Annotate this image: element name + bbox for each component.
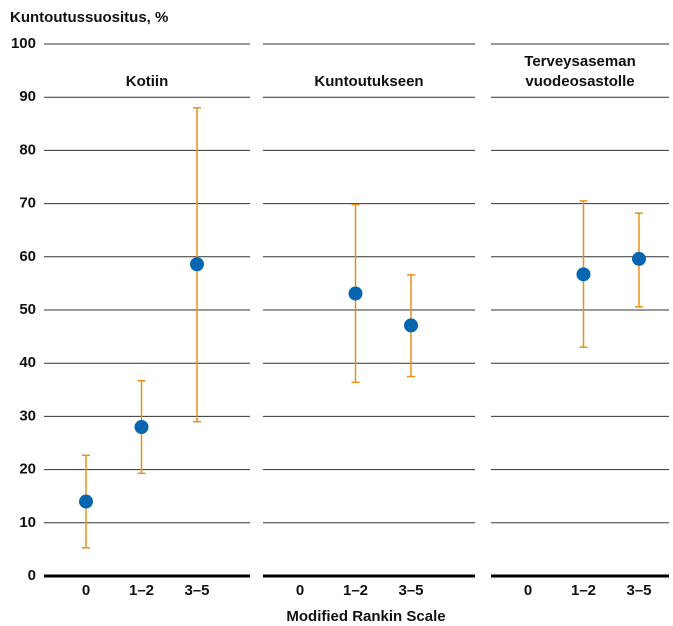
y-tick-label: 90: [19, 88, 36, 105]
x-tick-label: 0: [524, 582, 532, 599]
x-tick-label: 0: [296, 582, 304, 599]
dot: [79, 494, 93, 509]
x-tick-label: 1–2: [343, 582, 368, 599]
y-tick-label: 70: [19, 195, 36, 212]
panel-title: vuodeosastolle: [525, 73, 634, 90]
y-tick-label: 30: [19, 407, 36, 424]
y-tick-label: 100: [11, 35, 36, 52]
y-tick-label: 40: [19, 354, 36, 371]
y-tick-label: 50: [19, 301, 36, 318]
x-axis-label: Modified Rankin Scale: [286, 608, 445, 625]
dot: [632, 251, 646, 266]
y-tick-label: 0: [28, 567, 36, 584]
dot: [190, 257, 204, 272]
y-tick-label: 60: [19, 248, 36, 265]
x-tick-label: 1–2: [129, 582, 154, 599]
panel-title: Kuntoutukseen: [314, 73, 423, 90]
y-axis-label: Kuntoutussuositus, %: [10, 9, 168, 26]
y-tick-label: 80: [19, 141, 36, 158]
y-tick-label: 10: [19, 514, 36, 531]
dot: [348, 286, 363, 301]
x-tick-label: 1–2: [571, 582, 596, 599]
x-tick-label: 3–5: [626, 582, 651, 599]
dot: [404, 318, 418, 333]
x-tick-label: 0: [82, 582, 90, 599]
x-tick-label: 3–5: [398, 582, 423, 599]
panel-title: Terveysaseman: [524, 53, 635, 70]
panel-title: Kotiin: [126, 73, 169, 90]
dot: [134, 420, 149, 435]
y-tick-label: 20: [19, 461, 36, 478]
dot: [576, 267, 591, 282]
x-tick-label: 3–5: [184, 582, 209, 599]
